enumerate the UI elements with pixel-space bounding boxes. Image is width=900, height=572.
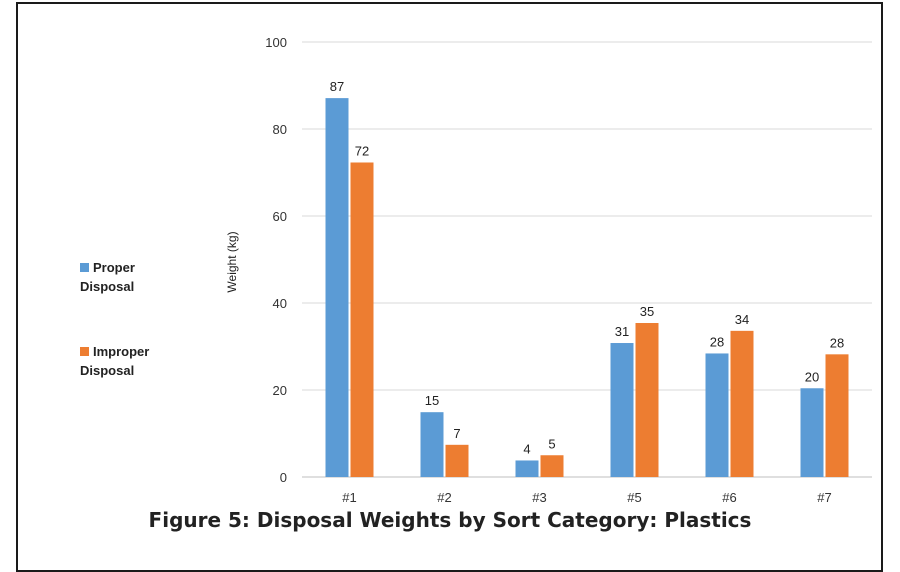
data-label-improper: 5 — [548, 436, 555, 451]
data-label-improper: 7 — [453, 426, 460, 441]
y-tick-label-40: 40 — [273, 296, 287, 311]
bar-improper — [445, 444, 469, 477]
y-tick-label-20: 20 — [273, 383, 287, 398]
bar-proper — [610, 343, 634, 477]
x-tick-label: #1 — [342, 490, 356, 505]
data-label-improper: 72 — [355, 143, 369, 158]
data-label-improper: 35 — [640, 304, 654, 319]
data-label-proper: 20 — [805, 369, 819, 384]
legend-label-proper-line1: Proper — [93, 260, 135, 275]
data-label-proper: 15 — [425, 393, 439, 408]
data-label-proper: 31 — [615, 324, 629, 339]
bar-improper — [350, 162, 374, 477]
x-tick-label: #7 — [817, 490, 831, 505]
data-label-proper: 4 — [523, 441, 530, 456]
bar-proper — [800, 388, 824, 477]
legend-label-improper-line1: Improper — [93, 344, 150, 359]
data-label-proper: 28 — [710, 334, 724, 349]
bar-proper — [420, 412, 444, 477]
legend-swatch-proper — [80, 263, 89, 272]
x-tick-label: #5 — [627, 490, 641, 505]
x-tick-label: #3 — [532, 490, 546, 505]
data-label-improper: 28 — [830, 335, 844, 350]
bar-improper — [825, 354, 849, 477]
y-axis-label: Weight (kg) — [225, 231, 239, 292]
chart-title: Figure 5: Disposal Weights by Sort Categ… — [148, 508, 752, 532]
legend-label-proper-line2: Disposal — [80, 279, 135, 294]
legend-label-improper-line2: Disposal — [80, 363, 135, 378]
bar-improper — [730, 330, 754, 477]
x-tick-label: #6 — [722, 490, 736, 505]
bar-improper — [540, 455, 564, 477]
y-tick-label-100: 100 — [265, 35, 287, 50]
y-tick-label-80: 80 — [273, 122, 287, 137]
y-tick-label-60: 60 — [273, 209, 287, 224]
data-label-proper: 87 — [330, 79, 344, 94]
legend-entry-proper: Proper Disposal — [80, 258, 135, 296]
bar-proper — [705, 353, 729, 477]
legend-swatch-improper — [80, 347, 89, 356]
bar-proper — [515, 460, 539, 477]
y-tick-label-0: 0 — [280, 470, 287, 485]
legend-entry-improper: Improper Disposal — [80, 342, 149, 380]
bar-improper — [635, 323, 659, 477]
data-label-improper: 34 — [735, 312, 749, 327]
x-tick-label: #2 — [437, 490, 451, 505]
bar-proper — [325, 98, 349, 478]
